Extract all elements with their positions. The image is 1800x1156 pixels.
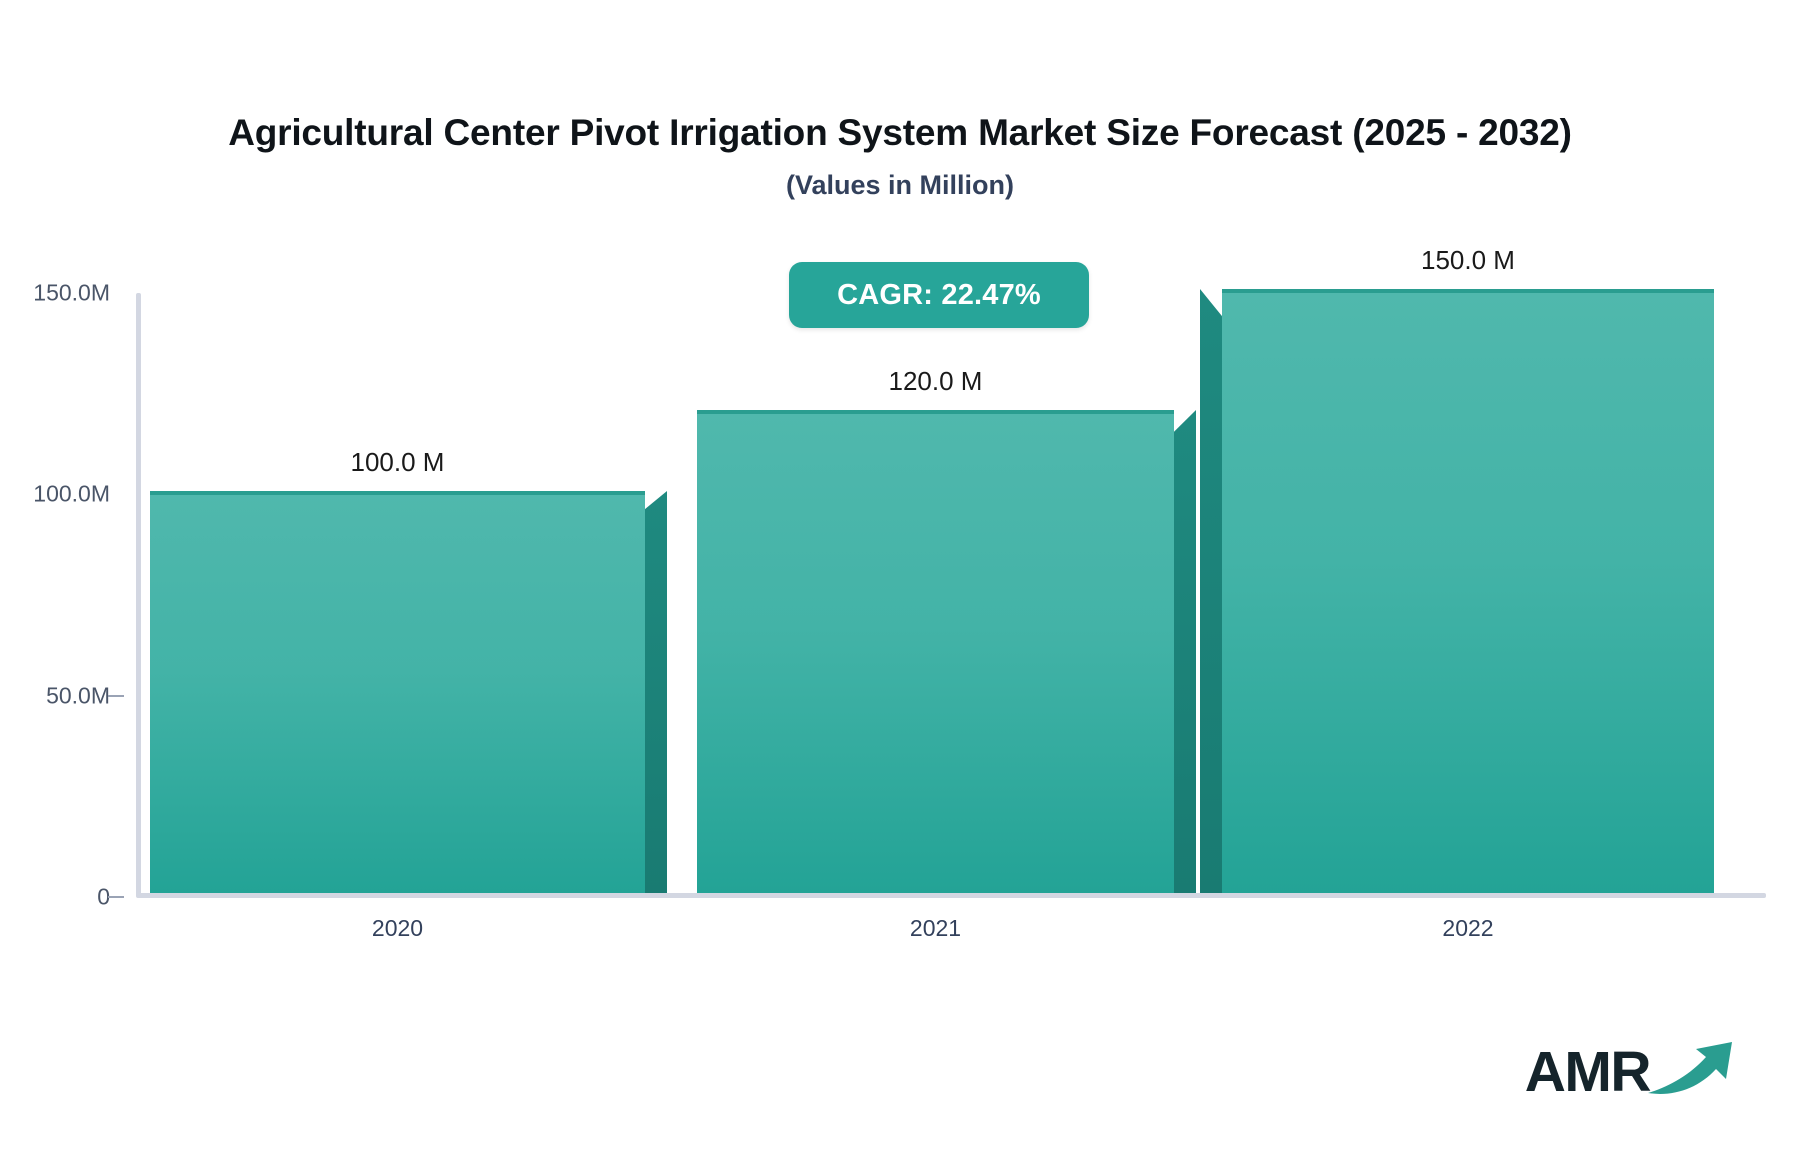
x-tick-label-2021: 2021 — [909, 915, 962, 941]
y-tick-label-0: 0 — [97, 883, 110, 910]
bar-2022[interactable]: 150.0 M — [1200, 245, 1714, 893]
bar-2022-side — [1200, 289, 1222, 893]
y-tick-label-150: 150.0M — [33, 279, 110, 306]
bar-2020-value-label: 100.0 M — [350, 447, 445, 477]
bar-2021[interactable]: 120.0 M — [697, 366, 1196, 893]
bar-2022-top-edge — [1222, 289, 1714, 293]
bar-2021-side — [1174, 410, 1196, 893]
y-tick-label-100: 100.0M — [33, 480, 110, 507]
bar-2020-face — [150, 491, 645, 893]
bar-2022-value-label: 150.0 M — [1421, 245, 1515, 275]
amr-logo: AMR — [1525, 1037, 1738, 1108]
bar-2020-top-edge — [150, 491, 645, 495]
y-tick-dash-50 — [108, 695, 124, 697]
y-tick-dash-0 — [108, 896, 124, 898]
bar-2020[interactable]: 100.0 M — [150, 447, 667, 893]
bar-2021-value-label: 120.0 M — [888, 366, 983, 396]
y-axis-line — [136, 293, 141, 897]
growth-arrow-icon — [1646, 1037, 1738, 1104]
x-tick-label-2020: 2020 — [371, 915, 424, 941]
y-tick-label-50: 50.0M — [46, 682, 110, 709]
x-tick-label-2022: 2022 — [1442, 915, 1494, 941]
chart-subtitle: (Values in Million) — [785, 170, 1015, 200]
bar-2020-side — [645, 491, 667, 893]
x-axis-line — [136, 893, 1766, 898]
amr-logo-text: AMR — [1524, 1040, 1652, 1104]
bar-2021-face — [697, 410, 1174, 893]
bar-2022-face — [1222, 289, 1714, 893]
cagr-badge: CAGR: 22.47% — [789, 262, 1089, 328]
bar-2021-top-edge — [697, 410, 1174, 414]
chart-title: Agricultural Center Pivot Irrigation Sys… — [228, 112, 1572, 153]
cagr-badge-label: CAGR: 22.47% — [837, 278, 1041, 311]
